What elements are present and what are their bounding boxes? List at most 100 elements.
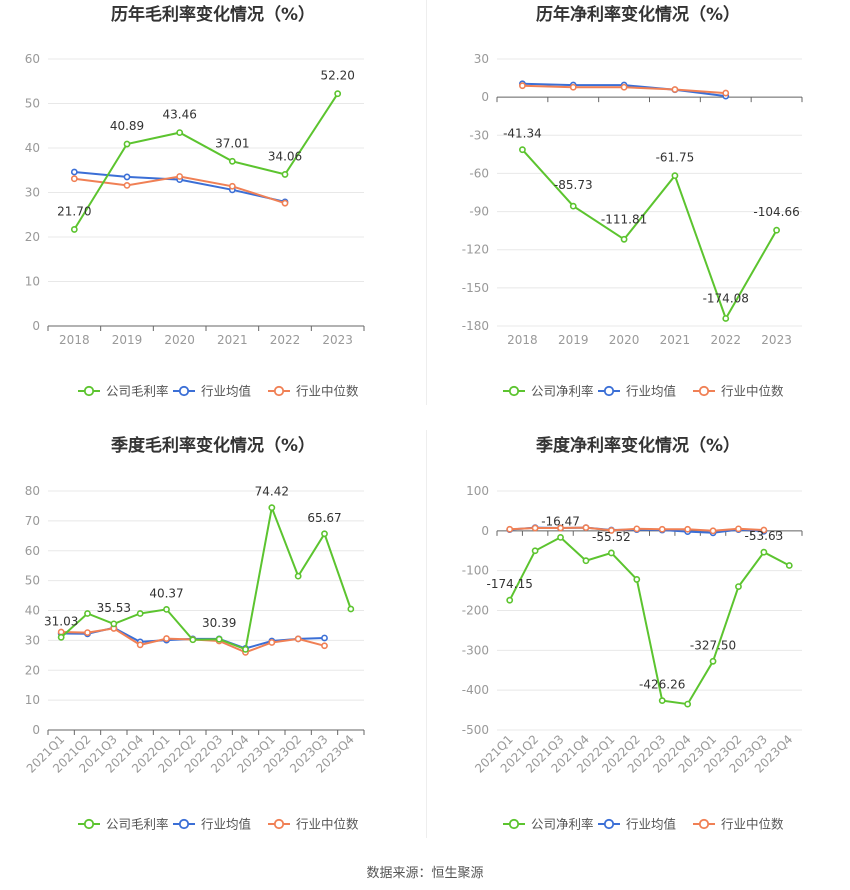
legend-item: 公司净利率 <box>503 384 594 399</box>
legend-swatch-dot <box>178 385 190 397</box>
data-point <box>760 548 768 556</box>
data-point <box>136 641 144 649</box>
chart-title: 季度毛利率变化情况（%） <box>111 435 315 456</box>
y-tick-label: 0 <box>481 90 489 104</box>
legend-label: 行业均值 <box>626 817 676 832</box>
data-point <box>607 549 615 557</box>
data-point <box>294 572 302 580</box>
data-point <box>569 83 577 91</box>
x-tick-label: 2019 <box>112 333 143 347</box>
y-tick-label: 20 <box>25 663 40 677</box>
legend-swatch-dot <box>508 818 520 830</box>
data-label: -55.52 <box>592 530 631 544</box>
data-point <box>84 610 91 617</box>
legend-item: 公司净利率 <box>503 817 594 832</box>
x-tick-label: 2018 <box>59 333 90 347</box>
data-point <box>633 576 641 583</box>
data-point <box>722 89 730 97</box>
data-point <box>70 175 78 183</box>
data-source: 数据来源：恒生聚源 <box>366 866 484 881</box>
data-point <box>569 202 577 210</box>
data-label: -85.73 <box>554 178 593 192</box>
data-point <box>722 315 730 322</box>
y-tick-label: 10 <box>25 275 40 289</box>
data-point <box>123 140 131 148</box>
legend-swatch-dot <box>178 818 190 830</box>
data-point <box>773 226 780 234</box>
data-point <box>658 697 666 705</box>
data-point <box>347 605 355 613</box>
data-point <box>506 525 514 533</box>
data-point <box>785 562 793 569</box>
x-tick-label: 2018 <box>507 333 538 347</box>
legend-label: 公司净利率 <box>531 817 594 832</box>
legend-swatch-dot <box>698 818 710 830</box>
data-point <box>519 146 526 154</box>
data-point <box>110 620 118 628</box>
y-tick-label: -400 <box>462 683 489 697</box>
data-label: 65.67 <box>307 511 341 525</box>
y-tick-label: 0 <box>32 319 40 333</box>
legend-label: 行业中位数 <box>721 817 784 832</box>
data-point <box>70 226 78 233</box>
data-label: -61.75 <box>656 151 695 165</box>
data-point <box>582 524 590 532</box>
legend-label: 行业均值 <box>201 384 251 399</box>
y-tick-label: 0 <box>32 723 40 737</box>
data-point <box>519 82 526 90</box>
data-label: 35.53 <box>97 601 131 615</box>
y-tick-label: -180 <box>462 319 489 333</box>
x-tick-label: 2022 <box>710 333 741 347</box>
vertical-divider-top <box>426 0 427 405</box>
data-label: 74.42 <box>255 485 289 499</box>
data-label: -104.66 <box>753 205 799 219</box>
data-label: 30.39 <box>202 616 236 630</box>
data-point <box>281 199 289 207</box>
data-point <box>607 527 615 534</box>
y-tick-label: 10 <box>25 693 40 707</box>
legend-swatch-dot <box>508 385 520 397</box>
x-tick-label: 2020 <box>609 333 640 347</box>
data-label: -41.34 <box>503 127 542 141</box>
legend-item: 公司毛利率 <box>78 384 169 399</box>
y-tick-label: 50 <box>25 97 40 111</box>
legend-item: 行业均值 <box>598 384 676 399</box>
data-point <box>709 657 717 665</box>
y-tick-label: 50 <box>25 574 40 588</box>
y-tick-label: -200 <box>462 604 489 618</box>
y-tick-label: -150 <box>462 281 489 295</box>
data-label: 40.89 <box>110 119 144 133</box>
data-point <box>620 83 628 91</box>
chart-4: 季度净利率变化情况（%）-500-400-300-200-10001002021… <box>462 435 803 832</box>
data-point <box>557 533 564 541</box>
data-label: 31.03 <box>44 614 78 628</box>
data-point <box>620 235 628 243</box>
data-label: 34.06 <box>268 149 302 163</box>
data-label: 37.01 <box>215 136 249 150</box>
legend-label: 行业均值 <box>626 384 676 399</box>
data-label: -111.81 <box>601 212 647 226</box>
legend-item: 行业中位数 <box>693 384 784 399</box>
y-tick-label: 30 <box>474 52 489 66</box>
data-point <box>321 642 328 650</box>
x-tick-label: 2021 <box>660 333 691 347</box>
y-tick-label: 60 <box>25 544 40 558</box>
y-tick-label: 0 <box>481 524 489 538</box>
legend-swatch-dot <box>603 818 615 830</box>
data-point <box>506 596 514 604</box>
y-tick-label: 30 <box>25 186 40 200</box>
legend-item: 行业均值 <box>173 384 251 399</box>
y-tick-label: -60 <box>469 166 489 180</box>
data-point <box>176 173 184 180</box>
legend-label: 公司净利率 <box>531 384 594 399</box>
series-line <box>521 149 778 321</box>
data-point <box>684 525 692 533</box>
y-tick-label: 70 <box>25 514 40 528</box>
chart-title: 历年净利率变化情况（%） <box>536 4 740 25</box>
data-label: 21.70 <box>57 204 91 218</box>
x-tick-label: 2020 <box>164 333 195 347</box>
series-line <box>73 93 339 230</box>
data-point <box>123 181 131 189</box>
data-label: -174.15 <box>487 577 533 591</box>
data-label: -174.08 <box>703 291 749 305</box>
